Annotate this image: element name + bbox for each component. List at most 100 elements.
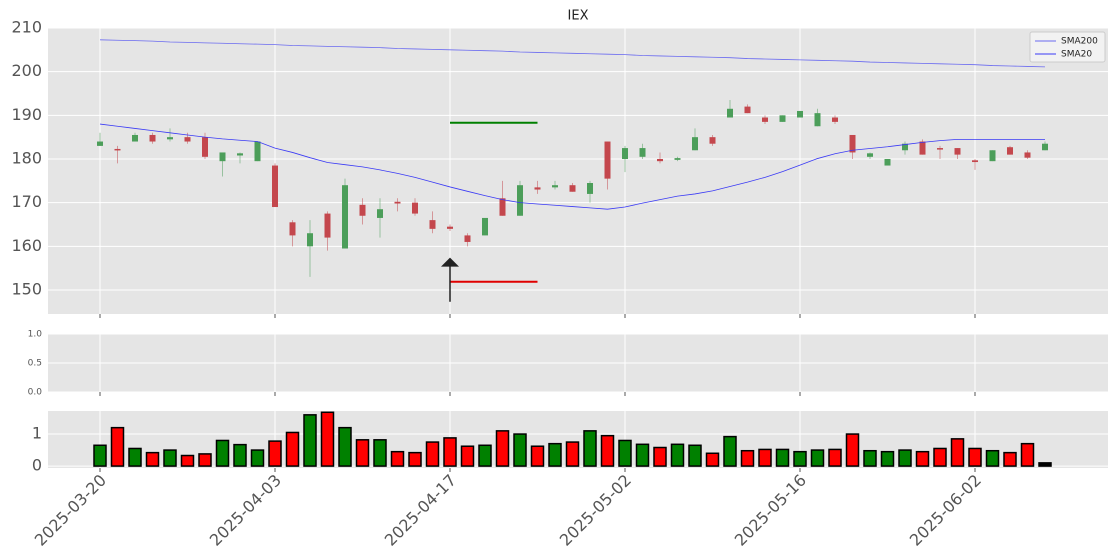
volume-bar [880,450,895,467]
candle-body [324,213,331,238]
volume-bar [513,433,527,467]
volume-bar [443,437,457,467]
volume-bar [985,449,1000,467]
volume-bar [828,448,842,467]
volume-bar [915,450,930,467]
candle-body [919,141,926,155]
volume-bar [163,449,177,467]
candle-body [972,160,978,163]
volume-bar [793,450,807,467]
candle-body [202,137,208,157]
candle-body [517,185,523,216]
candle-body [1024,152,1031,158]
candle-body [289,222,296,236]
volume-bar [425,441,440,467]
candle-body [989,150,996,162]
candle-body [114,148,121,151]
candle-body [709,137,716,144]
candle-body [622,148,628,159]
volume-bar [93,444,107,467]
volume-bar [600,434,615,467]
legend-label: SMA200 [1061,37,1098,47]
x-tick-label: 2025-06-02 [906,471,985,550]
candle-body [657,158,663,162]
y-tick-label: 0.5 [28,359,42,369]
candle-body [272,165,278,208]
candle-body [464,235,471,242]
candle-body [569,185,576,192]
candle-body [132,134,138,142]
x-tick-label: 2025-05-02 [556,471,635,550]
volume-bar [705,452,720,467]
candle-body [429,220,436,229]
candle-body [412,202,418,214]
candle-body [727,108,733,118]
volume-bar [653,446,667,467]
volume-bar [338,426,352,467]
candle-body [342,185,348,249]
candle-body [692,137,698,151]
volume-bar [145,451,160,467]
candle-body [552,185,558,188]
candle-body [744,106,751,114]
candle-body [167,137,173,140]
volume-bar [740,449,755,467]
candle-body [604,141,611,179]
candle-body [849,134,856,153]
volume-bar [635,443,650,467]
candle-body [359,204,366,216]
volume-bar [583,430,597,467]
main-panel [48,28,1108,314]
volume-bar [618,439,632,467]
candle-body [954,148,961,155]
volume-bar [285,431,300,467]
volume-bar [565,441,580,467]
volume-bar [723,435,737,467]
volume-bar [390,450,405,467]
candle-body [762,117,768,122]
volume-bar [950,438,965,467]
candle-body [307,233,313,247]
candle-body [447,226,453,229]
y-tick-label: 1.0 [28,330,43,340]
volume-bar [775,448,790,467]
y-tick-label: 180 [11,148,42,167]
candle-body [534,187,541,190]
candle-body [184,137,191,142]
volume-bar [968,447,982,467]
volume-bar [303,414,317,467]
x-tick-label: 2025-04-17 [381,471,460,550]
candle-body [237,153,243,156]
y-tick-label: 1 [32,424,42,443]
volume-bar [1038,462,1052,467]
candle-body [639,148,646,157]
y-tick-label: 160 [11,236,42,255]
candle-body [902,143,908,151]
volume-bar [198,453,212,467]
volume-bar [250,449,265,467]
volume-bar [688,444,702,467]
candle-body [219,152,226,162]
y-tick-label: 0.0 [28,388,43,398]
volume-bar [355,439,370,467]
y-tick-label: 0 [32,456,42,475]
candle-body [674,158,681,160]
volume-bar [933,447,947,467]
y-tick-label: 150 [11,279,42,298]
volume-bar [548,442,562,467]
volume-bar [233,443,247,467]
sma-line [99,123,1045,210]
volume-bar [863,449,877,467]
candle-body [1042,143,1048,151]
candle-body [394,201,401,204]
volume-bar [110,426,125,467]
candle-body [779,115,786,122]
candle-body [937,148,943,150]
candle-body [867,153,873,157]
sma-line [99,39,1046,68]
candle-body [499,198,506,216]
volume-bar [1003,451,1017,467]
candle-body [1007,147,1013,155]
arrow-head [441,257,459,267]
